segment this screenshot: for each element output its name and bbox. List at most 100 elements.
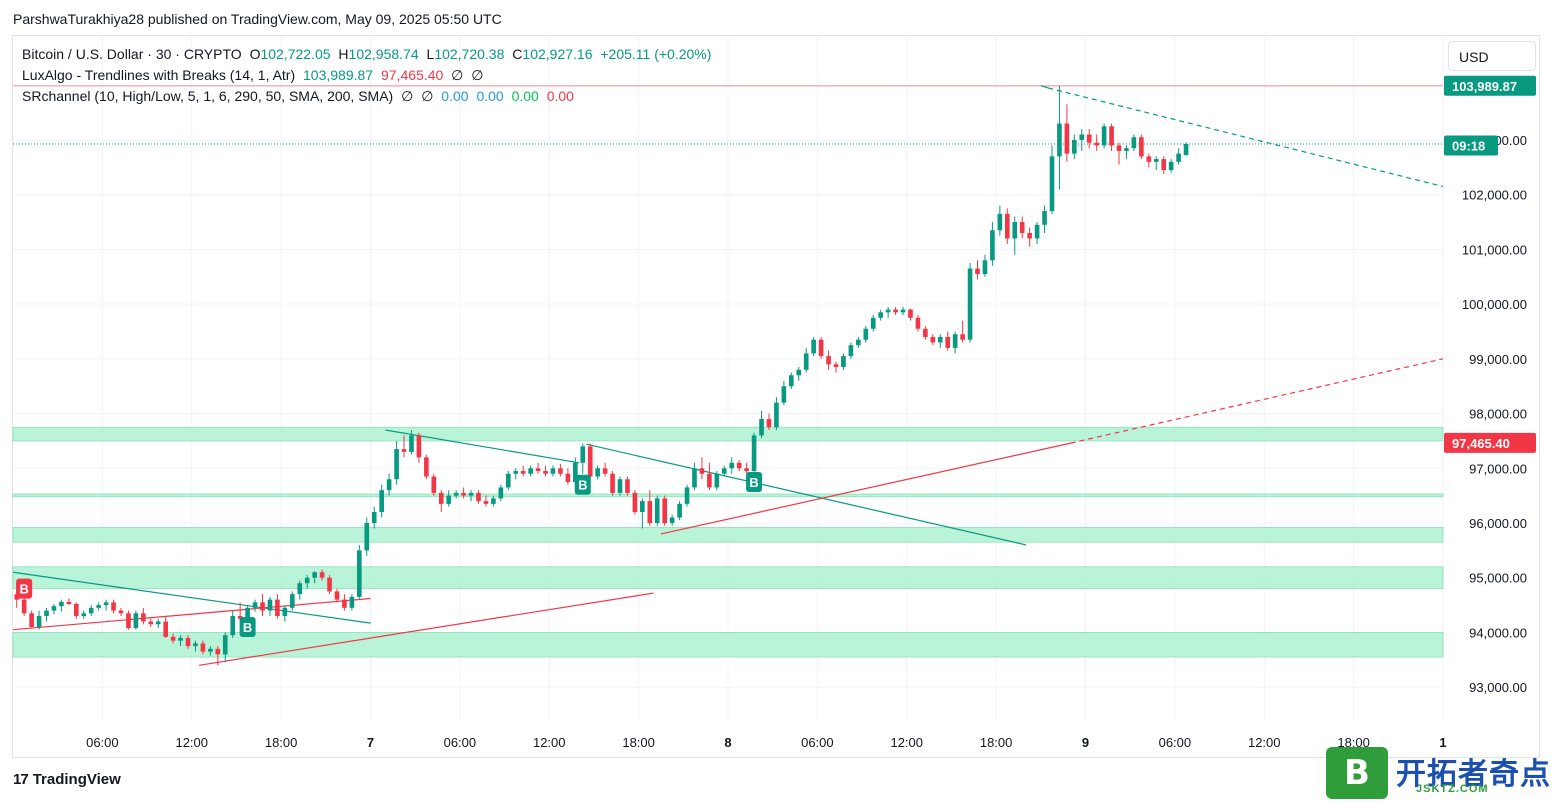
candle-body bbox=[1139, 137, 1144, 157]
candle-body bbox=[468, 492, 474, 496]
indicator-value: ∅ bbox=[401, 88, 414, 104]
candle-body bbox=[1079, 134, 1085, 140]
candle-body bbox=[602, 468, 608, 474]
candle-body bbox=[141, 613, 146, 622]
candle-body bbox=[36, 616, 42, 627]
x-tick-label: 9 bbox=[1082, 735, 1089, 750]
break-marker bbox=[746, 471, 763, 492]
candle-body bbox=[1034, 224, 1040, 239]
candle-body bbox=[684, 487, 690, 504]
candle-body bbox=[133, 613, 139, 629]
candle-body bbox=[51, 606, 57, 611]
candle-body bbox=[304, 577, 310, 584]
candle-body bbox=[1049, 156, 1055, 212]
change-value: +205.11 (+0.20%) bbox=[600, 46, 712, 62]
candle-body bbox=[1004, 213, 1010, 239]
indicator-legend-srchannel[interactable]: SRchannel (10, High/Low, 5, 1, 6, 290, 5… bbox=[22, 88, 578, 105]
candle-body bbox=[781, 386, 787, 403]
candle-body bbox=[833, 364, 839, 368]
candle-body bbox=[21, 599, 27, 614]
indicator-legend-luxalgo[interactable]: LuxAlgo - Trendlines with Breaks (14, 1,… bbox=[22, 67, 487, 84]
x-tick-label: 1 bbox=[1439, 735, 1446, 750]
candle-body bbox=[647, 501, 653, 524]
candle-body bbox=[1094, 142, 1099, 146]
price-label-box bbox=[1444, 432, 1536, 453]
indicator-value: ∅ bbox=[471, 67, 484, 83]
candle-body bbox=[409, 435, 414, 452]
y-tick-label: 97,000.00 bbox=[1469, 461, 1527, 476]
candle-body bbox=[163, 621, 168, 637]
x-tick-label: 7 bbox=[367, 735, 374, 750]
close-value: 102,927.16 bbox=[522, 46, 593, 62]
price-label-box bbox=[1444, 135, 1498, 156]
price-label: 09:18 bbox=[1452, 138, 1485, 153]
candle-body bbox=[811, 339, 816, 354]
candle-body bbox=[111, 602, 116, 611]
published-by-line: ParshwaTurakhiya28 published on TradingV… bbox=[13, 11, 502, 27]
candle-body bbox=[230, 616, 236, 636]
candle-body bbox=[118, 610, 124, 614]
candle-body bbox=[990, 230, 995, 261]
candle-body bbox=[736, 462, 742, 469]
candle-body bbox=[997, 213, 1003, 231]
break-marker-label: B bbox=[749, 475, 758, 490]
candle-body bbox=[1101, 126, 1107, 146]
candle-body bbox=[1064, 123, 1070, 154]
candle-body bbox=[550, 468, 556, 474]
candle-body bbox=[1153, 159, 1159, 162]
candle-body bbox=[438, 492, 444, 504]
candle-body bbox=[1072, 139, 1077, 154]
candle-body bbox=[774, 402, 779, 428]
candle-body bbox=[520, 471, 526, 474]
candle-body bbox=[424, 457, 429, 477]
tradingview-brand: TradingView bbox=[32, 771, 121, 788]
candle-body bbox=[431, 476, 437, 493]
candle-body bbox=[893, 309, 898, 313]
indicator-value: 0.00 bbox=[546, 88, 574, 104]
candle-body bbox=[945, 336, 951, 348]
candle-body bbox=[1146, 156, 1152, 162]
x-tick-label: 18:00 bbox=[265, 735, 298, 750]
x-tick-label: 12:00 bbox=[1248, 735, 1281, 750]
candle-body bbox=[289, 594, 295, 608]
candle-body bbox=[267, 599, 273, 611]
candle-body bbox=[707, 473, 712, 488]
symbol-legend[interactable]: Bitcoin / U.S. Dollar · 30 · CRYPTO O102… bbox=[22, 46, 715, 62]
x-tick-label: 18:00 bbox=[622, 735, 655, 750]
price-label: 97,465.40 bbox=[1452, 436, 1510, 451]
high-label: H bbox=[338, 46, 349, 62]
candle-body bbox=[721, 468, 727, 474]
candle-body bbox=[788, 375, 794, 387]
candle-body bbox=[29, 613, 34, 627]
candle-body bbox=[170, 636, 176, 641]
x-tick-label: 12:00 bbox=[533, 735, 566, 750]
candle-body bbox=[662, 498, 668, 524]
candle-body bbox=[818, 339, 824, 357]
candle-body bbox=[610, 473, 615, 493]
candle-body bbox=[334, 591, 340, 600]
candle-body bbox=[126, 613, 131, 629]
indicator-value: ∅ bbox=[451, 67, 464, 83]
candle-body bbox=[483, 501, 489, 504]
currency-button[interactable]: USD bbox=[1448, 41, 1536, 71]
tradingview-logo[interactable]: 17 TradingView bbox=[13, 771, 121, 788]
candle-body bbox=[453, 492, 459, 496]
candle-body bbox=[796, 369, 802, 376]
candle-body bbox=[856, 339, 861, 346]
indicator-value: 0.00 bbox=[511, 88, 539, 104]
candle-body bbox=[461, 492, 466, 496]
candle-body bbox=[669, 517, 675, 524]
candle-body bbox=[1057, 123, 1062, 157]
indicator-name: LuxAlgo - Trendlines with Breaks (14, 1,… bbox=[22, 67, 296, 83]
indicator-value: ∅ bbox=[421, 88, 434, 104]
candle-body bbox=[505, 473, 511, 488]
indicator-value: 0.00 bbox=[476, 88, 504, 104]
trendline bbox=[12, 597, 371, 631]
y-tick-label: 93,000.00 bbox=[1469, 680, 1527, 695]
support-resistance-zone bbox=[12, 526, 1444, 543]
support-resistance-zone bbox=[12, 493, 1444, 498]
candle-body bbox=[491, 498, 496, 504]
candle-body bbox=[714, 473, 720, 488]
candle-body bbox=[282, 607, 288, 617]
